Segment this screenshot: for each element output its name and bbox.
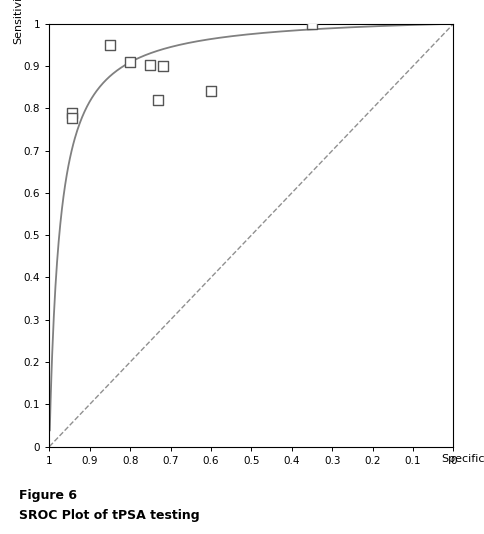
Point bbox=[147, 61, 154, 69]
Point bbox=[159, 62, 166, 70]
Point bbox=[308, 19, 316, 28]
Point bbox=[68, 108, 76, 117]
Text: Figure 6: Figure 6 bbox=[19, 489, 77, 502]
Point bbox=[154, 96, 162, 104]
Y-axis label: Sensitivity: Sensitivity bbox=[13, 0, 23, 44]
X-axis label: Specificity: Specificity bbox=[441, 454, 484, 464]
Point bbox=[207, 87, 215, 96]
Text: SROC Plot of tPSA testing: SROC Plot of tPSA testing bbox=[19, 509, 200, 522]
Point bbox=[68, 113, 76, 122]
Point bbox=[106, 41, 114, 49]
Point bbox=[126, 58, 134, 66]
